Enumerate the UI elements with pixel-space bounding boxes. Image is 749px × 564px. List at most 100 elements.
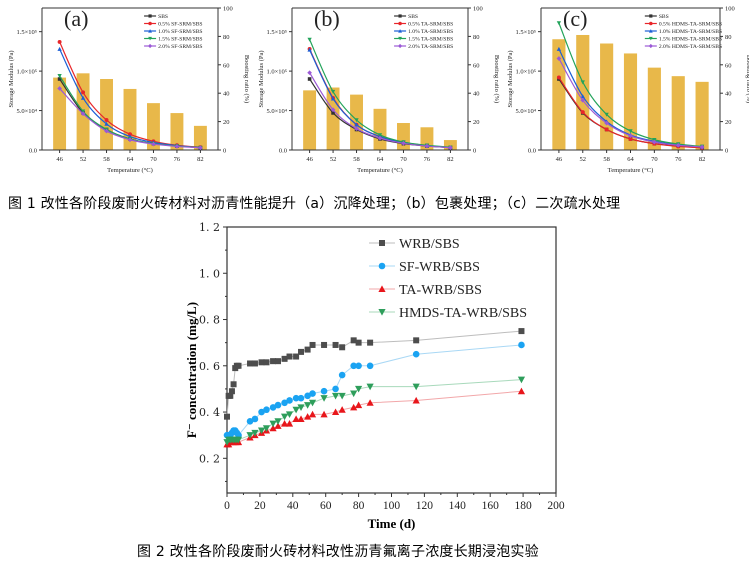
data-point (293, 353, 300, 360)
x-tick-label: 40 (287, 500, 299, 512)
boosting-ratio-bar (600, 43, 614, 150)
data-point (604, 112, 609, 117)
x-axis-label: Temperature (°C) (357, 167, 403, 174)
y2-tick-label: 0 (223, 148, 226, 155)
x-tick-label: 120 (416, 500, 434, 512)
data-point (270, 358, 277, 365)
data-point (104, 121, 109, 126)
legend-marker (398, 43, 403, 49)
legend-marker (378, 309, 386, 316)
data-point (263, 359, 270, 366)
data-point (401, 140, 406, 146)
x-tick-label: 64 (127, 156, 134, 163)
y-axis-label: Storage Modulus (Pa) (258, 50, 265, 107)
data-point (652, 139, 657, 145)
legend-label: SBS (158, 14, 168, 20)
data-point (332, 341, 339, 348)
y-axis-label: Storage Modulus (Pa) (8, 50, 15, 107)
data-point (580, 80, 585, 85)
boosting-ratio-bar (147, 103, 160, 150)
x-tick-label: 76 (174, 156, 181, 163)
data-point (297, 394, 305, 402)
boosting-ratio-bar (373, 108, 387, 150)
data-point (230, 381, 237, 388)
legend-marker (398, 14, 402, 18)
data-point (366, 362, 374, 370)
data-point (57, 86, 62, 91)
y-tick-label: 0. 6 (199, 360, 220, 373)
data-point (280, 413, 289, 421)
y2-tick-label: 100 (223, 6, 233, 13)
chart-panel-c: 0.0 5.0×10⁴ 1.0×10⁵ 1.5×10⁵ 0 20 40 60 80 100 46 52… (507, 6, 749, 175)
x-tick-label: 64 (627, 156, 634, 163)
panel-label: (c) (563, 6, 587, 31)
legend-marker (649, 21, 653, 26)
data-point (308, 399, 317, 407)
y-tick-label: 1.5×10⁵ (16, 29, 37, 36)
data-point (518, 328, 525, 335)
x-tick-label: 60 (320, 500, 332, 512)
data-point (517, 387, 526, 395)
y-tick-label: 5.0×10⁴ (16, 108, 37, 115)
data-point (151, 141, 156, 147)
data-point (258, 359, 265, 366)
legend-marker (398, 36, 402, 41)
data-point (604, 120, 609, 126)
boosting-ratio-bar (193, 125, 207, 150)
legend-label: HMDS-TA-WRB/SBS (399, 306, 527, 321)
y2-tick-label: 60 (473, 62, 480, 69)
data-point (604, 127, 609, 132)
data-point (281, 355, 288, 362)
legend-marker (648, 36, 653, 41)
y-tick-label: 5.0×10⁴ (266, 108, 287, 115)
data-point (227, 392, 234, 399)
boosting-ratio-bar (695, 81, 709, 150)
data-point (251, 360, 258, 367)
boosting-ratio-bar (397, 123, 410, 150)
data-point (377, 133, 383, 138)
data-point (247, 360, 254, 367)
data-point (292, 415, 300, 422)
boosting-ratio-bar (350, 94, 363, 150)
series-4 (556, 56, 705, 150)
data-point (304, 346, 311, 353)
x-tick-label: 58 (353, 156, 360, 163)
y-tick-label: 0. 8 (199, 314, 220, 327)
y-tick-label: 1. 2 (199, 221, 220, 234)
x-tick-label: 82 (197, 156, 204, 163)
figure1-caption: 图 1 改性各阶段废耐火砖材料对沥青性能提升（a）沉降处理；（b）包裹处理；（c… (8, 196, 621, 212)
x-axis-label: Temperature (°C) (608, 167, 654, 174)
data-point (412, 396, 420, 404)
data-point (309, 390, 316, 397)
legend-label: SBS (659, 14, 669, 20)
data-point (350, 403, 358, 411)
data-point (304, 392, 311, 400)
legend-label: TA-WRB/SBS (399, 283, 482, 298)
data-point (412, 383, 420, 391)
x-tick-label: 52 (580, 156, 587, 163)
boosting-ratio-bar (53, 77, 67, 150)
legend-label: 1.0% SF-SRM/SBS (158, 29, 202, 35)
y-tick-label: 5.0×10⁴ (515, 108, 536, 115)
y2-tick-label: 60 (725, 62, 732, 69)
data-point (517, 376, 526, 384)
data-point (556, 75, 561, 80)
data-point (580, 97, 586, 103)
x-tick-label: 58 (103, 156, 110, 163)
y2-tick-label: 20 (725, 119, 732, 126)
legend-marker (649, 14, 653, 18)
boosting-ratio-bar (303, 90, 317, 150)
y2-tick-label: 80 (725, 34, 732, 41)
data-point (628, 136, 633, 141)
data-point (281, 399, 288, 407)
legend-marker (148, 36, 152, 41)
y-axis-label: Storage Modulus (Pa) (507, 50, 514, 107)
series-0 (224, 328, 525, 420)
data-point (269, 404, 277, 411)
y2-tick-label: 40 (473, 91, 480, 98)
legend-label: 1.0% HDMS-TA-SRM/SBS (659, 29, 722, 35)
data-point (355, 362, 362, 370)
y-tick-label: 1.5×10⁵ (515, 29, 536, 36)
data-point (556, 46, 562, 51)
